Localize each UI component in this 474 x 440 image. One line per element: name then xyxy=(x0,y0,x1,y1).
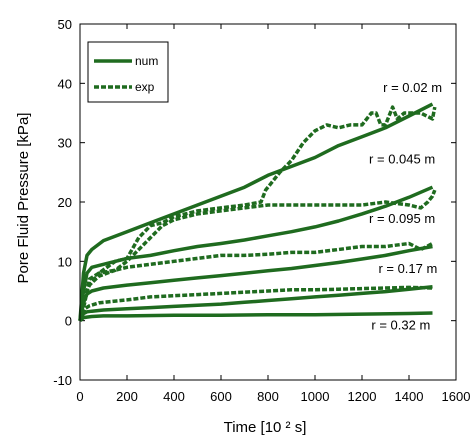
x-tick-label: 200 xyxy=(116,389,138,404)
series-exp-line xyxy=(78,285,433,322)
x-tick-label: 400 xyxy=(163,389,185,404)
x-axis-title: Time [10 ² s] xyxy=(224,419,307,436)
annotations-layer: r = 0.02 m r = 0.045 m r = 0.095 m r = 0.17… xyxy=(369,80,442,332)
x-tick-label: 800 xyxy=(257,389,279,404)
series-num-line xyxy=(78,311,433,323)
y-tick-label: -10 xyxy=(53,373,72,388)
radius-label: r = 0.32 m xyxy=(371,318,430,333)
plot-frame xyxy=(79,23,457,381)
x-tick-label: 1200 xyxy=(348,389,377,404)
series-num-line xyxy=(78,185,434,321)
x-tick-label: 1000 xyxy=(301,389,330,404)
y-tick-label: 20 xyxy=(58,195,72,210)
x-tick-label: 1400 xyxy=(395,389,424,404)
series-num-line xyxy=(78,102,434,321)
y-tick-label: 30 xyxy=(58,136,72,151)
radius-label: r = 0.045 m xyxy=(369,151,435,166)
y-tick-label: 0 xyxy=(65,314,72,329)
series-exp-line xyxy=(78,241,434,322)
legend-box xyxy=(87,41,169,103)
series-layer xyxy=(78,102,437,323)
radius-label: r = 0.02 m xyxy=(383,80,442,95)
legend-exp-label: exp xyxy=(135,80,155,94)
radius-label: r = 0.17 m xyxy=(378,261,437,276)
x-tick-label: 0 xyxy=(76,389,83,404)
legend-num-label: num xyxy=(135,54,158,68)
series-num-line xyxy=(78,244,433,322)
series-exp-line xyxy=(78,105,437,322)
ticks-layer: 0 200 400 600 800 1000 1200 1400 1600 -10 0 10 20 30 4… xyxy=(53,17,470,404)
x-tick-label: 600 xyxy=(210,389,232,404)
radius-label: r = 0.095 m xyxy=(369,211,435,226)
y-axis-title: Pore Fluid Pressure [kPa] xyxy=(15,113,32,284)
y-tick-label: 10 xyxy=(58,254,72,269)
y-tick-label: 40 xyxy=(58,76,72,91)
series-num-line xyxy=(78,285,433,322)
y-tick-label: 50 xyxy=(58,17,72,32)
x-tick-label: 1600 xyxy=(442,389,471,404)
legend: num exp xyxy=(87,41,169,103)
